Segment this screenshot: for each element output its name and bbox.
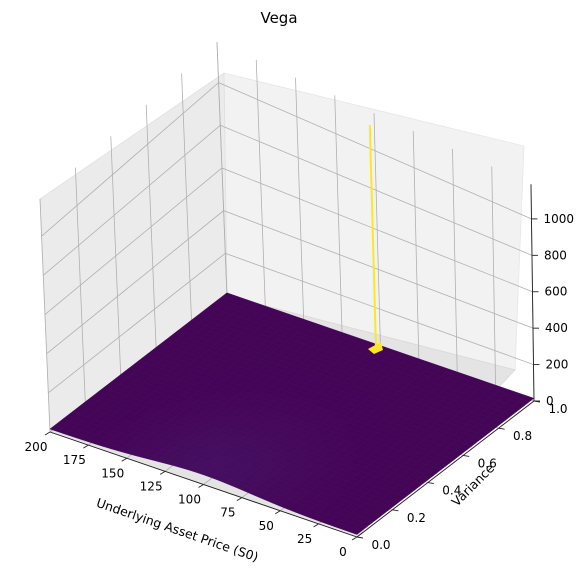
grid-line-z	[43, 124, 533, 276]
spike-line	[368, 124, 377, 348]
vega-surface	[49, 292, 535, 535]
tick-labels: 0 25 50 75 100 125 150 175 200 0.0 0.2 0.4 0.6 0.8 1.0…	[25, 212, 574, 559]
y-axis-line	[356, 400, 535, 538]
x-tick-mark	[83, 444, 89, 449]
x-tick-label: 125	[140, 479, 163, 493]
z-tick-label: 400	[545, 321, 568, 335]
grid-line-z	[48, 252, 534, 394]
z-tick-label: 0	[546, 394, 554, 408]
y-tick-label: 0.0	[371, 538, 390, 552]
z-tick-label: 800	[544, 248, 567, 262]
x-tick-label: 25	[297, 532, 312, 546]
x-tick-mark	[121, 457, 127, 462]
x-tick-label: 175	[63, 453, 86, 467]
y-tick-mark	[463, 454, 470, 457]
grid-line-z	[44, 167, 533, 315]
grid-line-z	[46, 210, 534, 354]
y-tick-label: 0.2	[407, 511, 426, 525]
x-tick-label: 200	[25, 440, 48, 454]
surface-patch	[348, 528, 362, 535]
x-tick-label: 0	[339, 545, 347, 559]
x-tick-mark	[198, 484, 204, 488]
x-tick-mark	[351, 536, 358, 541]
vega-spike	[367, 124, 383, 354]
z-tick-label: 600	[544, 285, 567, 299]
y-tick-label: 0.8	[513, 429, 532, 443]
chart-title: Vega	[260, 9, 297, 27]
grid-line-z	[41, 82, 532, 237]
y-tick-mark	[356, 536, 364, 539]
y-tick-label: 0.6	[478, 456, 497, 470]
x-tick-label: 100	[178, 493, 201, 507]
x-tick-mark	[275, 510, 281, 515]
x-tick-mark	[313, 523, 319, 528]
x-tick-label: 75	[220, 506, 235, 520]
y-tick-label: 0.4	[442, 484, 461, 498]
y-tick-mark	[427, 482, 434, 485]
z-tick-label: 200	[545, 358, 568, 372]
x-tick-mark	[159, 470, 166, 475]
y-tick-label: 1.0	[548, 402, 567, 416]
spike-base	[367, 341, 383, 354]
x-tick-mark	[236, 497, 243, 502]
y-tick-mark	[392, 509, 399, 512]
z-tick-label: 1000	[543, 212, 574, 226]
y-tick-mark	[498, 427, 505, 430]
x-tick-label: 150	[101, 466, 124, 480]
z-axis-line	[530, 184, 535, 402]
x-tick-label: 50	[259, 519, 274, 533]
x-tick-mark	[44, 431, 51, 436]
